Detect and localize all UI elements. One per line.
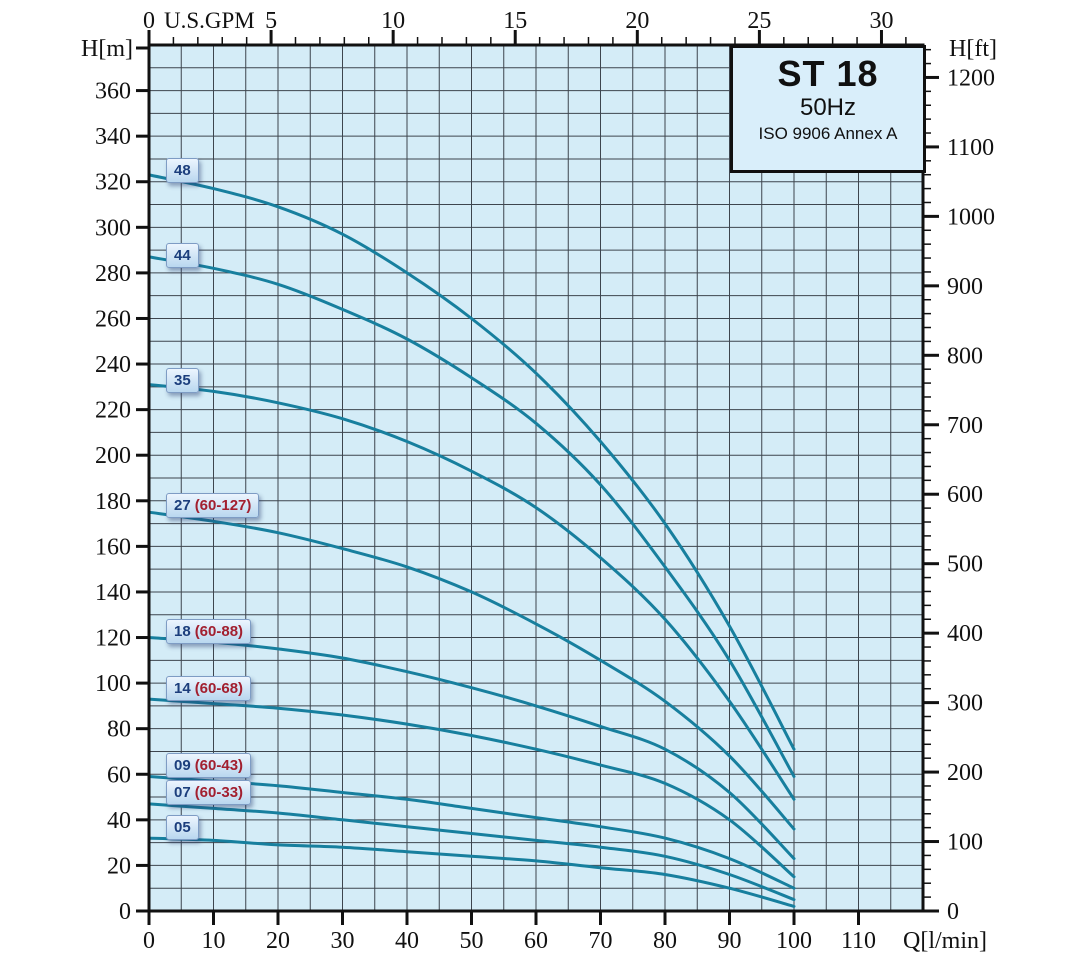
curve-label-27: 27 (60-127) (166, 493, 260, 518)
pump-curve-44 (147, 255, 796, 778)
left-axis-tick-label: 300 (95, 215, 131, 241)
top-axis-tick-label: 20 (625, 8, 649, 34)
curve-label-44: 44 (166, 243, 199, 268)
left-axis-tick-label: 40 (107, 808, 131, 834)
right-axis-tick-label: 500 (947, 552, 983, 578)
curve-stages: 05 (174, 819, 191, 836)
left-axis-tick-label: 100 (95, 671, 131, 697)
left-axis-tick-label: 340 (95, 124, 131, 150)
pump-frequency: 50Hz (799, 94, 857, 121)
bottom-axis-tick-label: 40 (395, 928, 419, 954)
curve-label-48: 48 (166, 158, 199, 183)
bottom-axis-label: Q[l/min] (903, 928, 987, 954)
curve-model-range: (60-88) (194, 623, 244, 640)
top-axis-tick-label: 10 (381, 8, 405, 34)
pump-curve-35 (147, 383, 796, 801)
left-axis-tick-label: 220 (95, 398, 131, 424)
bottom-axis-tick-label: 10 (202, 928, 226, 954)
iso-standard: ISO 9906 Annex A (758, 124, 898, 143)
left-axis-tick-label: 260 (95, 306, 131, 332)
left-axis-tick-label: 360 (95, 79, 131, 105)
curve-stages: 09 (174, 757, 191, 774)
pump-curve-09 (147, 775, 796, 890)
pump-curve-05 (147, 836, 796, 908)
right-axis-tick-label: 100 (947, 830, 983, 856)
bottom-axis-tick-label: 90 (718, 928, 742, 954)
left-axis-tick-label: 20 (107, 853, 131, 879)
top-axis-tick-label: 25 (747, 8, 771, 34)
bottom-axis-tick-label: 30 (331, 928, 355, 954)
left-axis-tick-label: 0 (119, 899, 131, 925)
top-axis-label: U.S.GPM (164, 8, 255, 33)
left-axis-tick-label: 240 (95, 352, 131, 378)
curve-stages: 35 (174, 372, 191, 389)
curve-stages: 18 (174, 623, 191, 640)
curve-stages: 14 (174, 680, 191, 697)
curve-stages: 48 (174, 162, 191, 179)
curve-label-18: 18 (60-88) (166, 619, 252, 644)
right-axis-tick-label: 900 (947, 274, 983, 300)
left-axis-tick-label: 80 (107, 717, 131, 743)
curve-stages: 44 (174, 247, 191, 264)
curve-model-range: (60-43) (194, 757, 244, 774)
top-axis-tick-label: 5 (265, 8, 277, 34)
left-axis-tick-label: 160 (95, 534, 131, 560)
curve-label-35: 35 (166, 368, 199, 393)
curve-model-range: (60-68) (194, 680, 244, 697)
right-axis-tick-label: 200 (947, 760, 983, 786)
right-axis-tick-label: 600 (947, 482, 983, 508)
curve-label-14: 14 (60-68) (166, 676, 252, 701)
left-axis-tick-label: 280 (95, 261, 131, 287)
left-axis-label: H[m] (81, 36, 133, 62)
right-axis-tick-label: 400 (947, 621, 983, 647)
curve-model-range: (60-33) (194, 784, 244, 801)
right-axis-tick-label: 800 (947, 343, 983, 369)
left-axis-tick-label: 320 (95, 170, 131, 196)
pump-model: ST 18 (777, 53, 879, 94)
bottom-axis-tick-label: 60 (524, 928, 548, 954)
left-axis-tick-label: 200 (95, 443, 131, 469)
curve-label-07: 07 (60-33) (166, 780, 252, 805)
left-axis-tick-label: 140 (95, 580, 131, 606)
pump-curve-27 (147, 510, 796, 831)
bottom-axis-tick-label: 0 (143, 928, 155, 954)
pump-curve-18 (147, 636, 796, 861)
left-axis-tick-label: 180 (95, 489, 131, 515)
right-axis-tick-label: 300 (947, 691, 983, 717)
left-axis-tick-label: 60 (107, 762, 131, 788)
left-axis-tick-label: 120 (95, 626, 131, 652)
bottom-axis-tick-label: 70 (589, 928, 613, 954)
title-box: ST 18 50Hz ISO 9906 Annex A (730, 45, 926, 173)
curve-model-range: (60-127) (194, 497, 252, 514)
right-axis-tick-label: 1200 (947, 65, 995, 91)
bottom-axis-tick-label: 110 (841, 928, 876, 954)
curve-stages: 27 (174, 497, 191, 514)
top-axis-tick-label: 0 (143, 8, 155, 34)
curve-stages: 07 (174, 784, 191, 801)
right-axis-tick-label: 700 (947, 413, 983, 439)
bottom-axis-tick-label: 80 (653, 928, 677, 954)
pump-curve-14 (147, 697, 796, 879)
bottom-axis-tick-label: 100 (776, 928, 812, 954)
right-axis-tick-label: 0 (947, 899, 959, 925)
right-axis-tick-label: 1000 (947, 204, 995, 230)
pump-curve-48 (147, 173, 796, 751)
right-axis-label: H[ft] (949, 36, 997, 62)
top-axis-tick-label: 30 (869, 8, 893, 34)
top-axis-tick-label: 15 (503, 8, 527, 34)
bottom-axis-tick-label: 50 (460, 928, 484, 954)
bottom-axis-tick-label: 20 (266, 928, 290, 954)
pump-curve-07 (147, 802, 796, 902)
curve-label-05: 05 (166, 815, 199, 840)
right-axis-tick-label: 1100 (947, 135, 994, 161)
curve-label-09: 09 (60-43) (166, 753, 252, 778)
